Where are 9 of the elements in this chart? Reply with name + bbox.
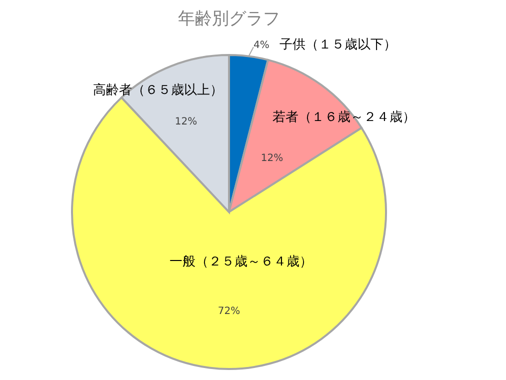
slice-label: 若者（１６歳～２４歳） bbox=[272, 110, 416, 126]
data-label: 12% bbox=[260, 153, 284, 164]
data-label: 4% bbox=[254, 40, 270, 52]
slice-label: 一般（２５歳～６４歳） bbox=[169, 254, 312, 270]
slice-label: 子供（１５歳以下） bbox=[279, 37, 396, 52]
data-label: 72% bbox=[218, 306, 240, 317]
data-label: 12% bbox=[174, 116, 198, 128]
slice-label: 高齢者（６５歳以上） bbox=[93, 82, 224, 98]
chart-title: 年齢別グラフ bbox=[178, 9, 280, 29]
